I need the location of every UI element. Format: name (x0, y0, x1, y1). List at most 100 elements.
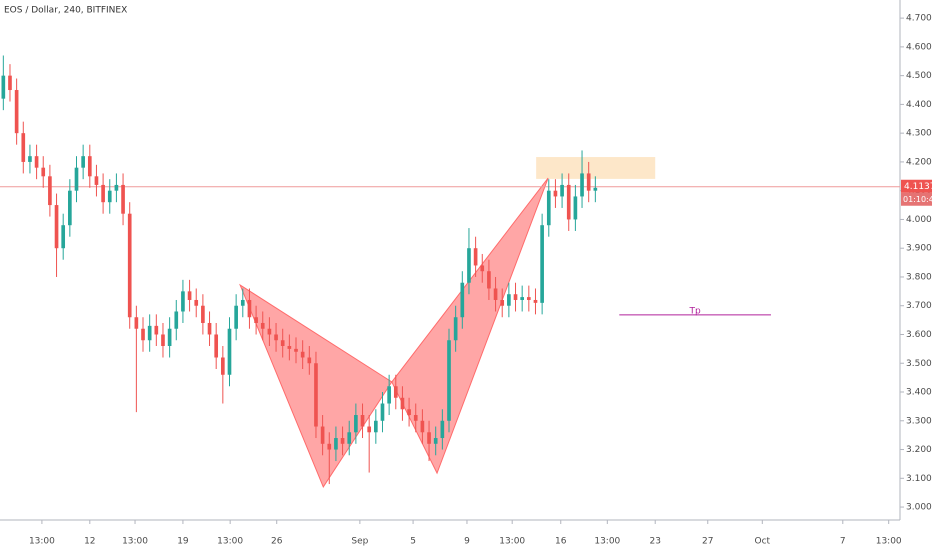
candle-body (107, 190, 112, 203)
y-tick-label: 4.6000 (906, 42, 932, 52)
candle-body (174, 311, 179, 329)
candle-body (553, 190, 558, 197)
tp-label: Tp (689, 306, 701, 316)
candle-body (234, 305, 238, 329)
candle-body (87, 156, 92, 177)
candle-body (247, 299, 252, 318)
candle-body (48, 176, 52, 206)
y-tick-label: 4.7000 (906, 14, 932, 24)
x-tick-label: 5 (410, 537, 416, 547)
candle-body (540, 225, 544, 303)
last-price-badge (901, 179, 932, 193)
candle-body (201, 305, 205, 323)
candle-body (566, 184, 571, 220)
candle-body (74, 167, 79, 191)
candle-body (161, 334, 165, 346)
candle-body (573, 196, 578, 220)
candle-body (240, 299, 245, 306)
candle-body (61, 225, 66, 249)
candle-body (440, 420, 445, 439)
candle-body (1, 75, 6, 99)
y-tick-label: 3.8000 (906, 272, 932, 282)
candle-body (433, 438, 438, 444)
x-tick-label: 13:00 (29, 537, 55, 547)
candle-body (480, 265, 485, 272)
candle-body (520, 297, 525, 300)
candle-body (467, 248, 471, 283)
candle-body (593, 187, 598, 191)
candle-body (154, 325, 159, 335)
candle-body (360, 415, 365, 427)
candle-body (134, 317, 139, 329)
candle-body (354, 415, 358, 433)
candle-body (533, 299, 538, 303)
candle-body (380, 403, 385, 421)
x-tick-label: Oct (755, 537, 771, 547)
candle-body (41, 167, 46, 177)
candle-body (34, 156, 39, 168)
y-tick-label: 3.2000 (906, 445, 932, 455)
candle-body (347, 432, 352, 444)
candle-body (387, 386, 391, 404)
candle-body (260, 322, 265, 329)
candle-body (294, 348, 298, 352)
candle-body (320, 426, 325, 444)
candle-body (187, 291, 192, 300)
x-tick-label: 13:00 (122, 537, 148, 547)
candle-body (14, 90, 19, 134)
y-tick-label: 3.6000 (906, 330, 932, 340)
x-tick-label: Sep (351, 537, 368, 547)
candle-body (314, 363, 318, 427)
candle-body (580, 173, 584, 197)
last-price-label: 4.1137 (904, 182, 932, 192)
candle-body (586, 173, 591, 191)
x-tick-label: 19 (177, 537, 189, 547)
y-tick-label: 4.4000 (906, 100, 932, 110)
x-tick-label: 27 (702, 537, 713, 547)
countdown-label: 01:10:42 (903, 195, 932, 204)
candle-body (420, 420, 425, 433)
candle-body (447, 340, 451, 421)
x-tick-label: 13:00 (594, 537, 620, 547)
candle-body (94, 176, 99, 185)
candle-body (453, 317, 458, 341)
candle-body (81, 156, 85, 168)
y-tick-label: 4.5000 (906, 71, 932, 81)
candle-body (68, 190, 72, 226)
candle-body (114, 184, 119, 191)
candle-body (267, 328, 272, 335)
target-zone (536, 157, 656, 179)
candle-body (526, 297, 531, 300)
candle-body (507, 294, 511, 306)
y-tick-label: 3.0000 (906, 503, 932, 513)
candle-body (487, 271, 491, 289)
candle-body (227, 328, 232, 375)
candle-body (500, 299, 505, 306)
y-tick-label: 3.9000 (906, 244, 932, 254)
candle-body (274, 334, 278, 341)
candle-body (8, 75, 12, 91)
candle-body (147, 325, 152, 341)
candle-body (101, 184, 105, 203)
candle-body (400, 397, 405, 410)
x-tick-label: 13:00 (876, 537, 902, 547)
y-tick-label: 4.2000 (906, 157, 932, 167)
candle-body (287, 345, 292, 349)
candle-body (167, 328, 172, 346)
y-tick-label: 3.5000 (906, 359, 932, 369)
candle-body (21, 133, 26, 162)
candle-body (393, 386, 398, 398)
candle-body (374, 420, 378, 433)
chart-title: EOS / Dollar, 240, BITFINEX (4, 6, 127, 16)
candle-body (473, 248, 478, 266)
candle-body (194, 299, 199, 306)
x-tick-label: 13:00 (217, 537, 243, 547)
x-tick-label: 7 (840, 537, 846, 547)
candle-body (327, 443, 332, 450)
candle-body (181, 291, 185, 312)
candle-body (127, 213, 132, 318)
candle-body (493, 288, 498, 300)
candle-body (460, 282, 465, 318)
